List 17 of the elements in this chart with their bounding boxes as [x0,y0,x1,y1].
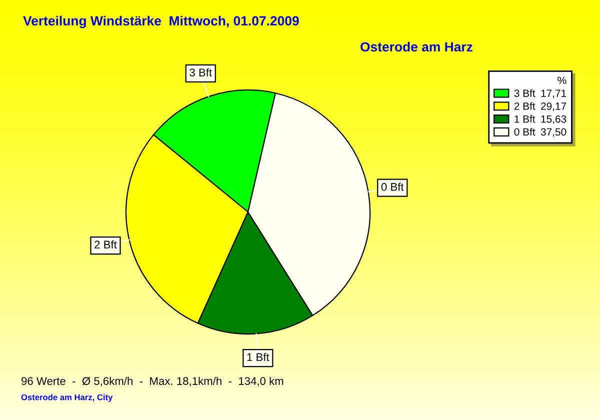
slice-label: 2 Bft [94,240,117,249]
text: Osterode am Harz, City [21,394,113,402]
slice-label: 3 Bft [190,68,212,76]
data-label: 15,63 [541,115,566,124]
text: 96 Werte - Ø 5,6km/h - Max. 18,1km/h - 134,0 km [22,376,284,386]
slice-label: 0 Bft [381,182,404,191]
chart-subtitle: Osterode am Harz [360,42,472,52]
legend-label: 2 Bft [514,102,536,110]
data-label: 29,17 [541,102,566,112]
legend-title: % [558,76,566,84]
legend-label: 0 Bft [514,128,536,136]
chart-title: Verteilung Windstärke Mittwoch, 01.07.2009 [23,16,299,28]
legend-label: 1 Bft [514,115,536,123]
legend-label: 3 Bft [514,89,536,97]
data-label: 37,50 [540,128,566,137]
data-label: 17,71 [541,90,566,98]
slice-label: 1 Bft [247,352,270,362]
